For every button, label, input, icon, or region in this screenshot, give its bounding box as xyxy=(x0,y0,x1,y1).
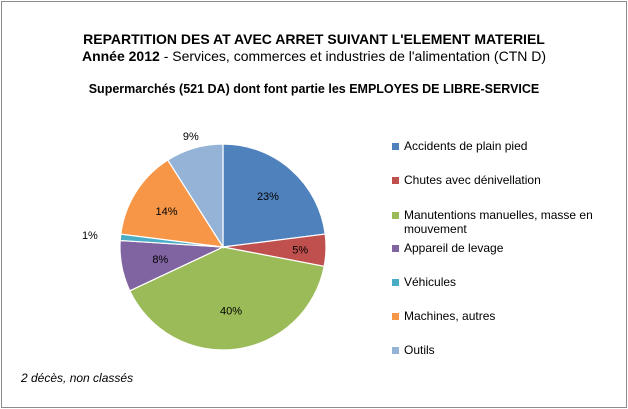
slice-data-label: 9% xyxy=(183,131,199,143)
slice-data-label: 1% xyxy=(82,230,98,242)
slice-data-label: 23% xyxy=(257,191,279,203)
legend-label: Véhicules xyxy=(404,275,457,289)
slice-data-label: 8% xyxy=(152,254,168,266)
slice-data-label: 40% xyxy=(220,305,242,317)
legend-label: Outils xyxy=(404,343,435,357)
legend-swatch xyxy=(392,313,399,320)
legend-label: Appareil de levage xyxy=(404,241,504,255)
slice-data-label: 5% xyxy=(292,244,308,256)
chart-title: REPARTITION DES AT AVEC ARRET SUIVANT L'… xyxy=(83,31,545,47)
chart-title-year: Année 2012 xyxy=(81,48,160,64)
legend-label: Chutes avec dénivellation xyxy=(404,173,541,187)
pie-slice xyxy=(222,143,326,248)
footnote: 2 décès, non classés xyxy=(21,371,134,385)
pie-slice xyxy=(129,246,325,351)
legend-swatch xyxy=(392,177,399,184)
legend-label: Machines, autres xyxy=(404,309,496,323)
legend-swatch xyxy=(392,143,399,150)
chart-subtitle: Supermarchés (521 DA) dont font partie l… xyxy=(88,82,540,96)
legend-label: Manutentions manuelles, masse en mouveme… xyxy=(404,208,593,236)
legend-swatch xyxy=(392,347,399,354)
legend-swatch xyxy=(392,279,399,286)
legend-swatch xyxy=(392,245,399,252)
legend-label: Accidents de plain pied xyxy=(404,139,528,153)
chart-title-sector: - Services, commerces et industries de l… xyxy=(163,48,547,64)
slice-data-label: 14% xyxy=(155,206,177,218)
pie-slice xyxy=(166,143,224,250)
legend-swatch xyxy=(392,212,399,219)
chart-title-line-2: Année 2012 - Services, commerces et indu… xyxy=(0,48,628,64)
pie-slice xyxy=(120,159,225,248)
